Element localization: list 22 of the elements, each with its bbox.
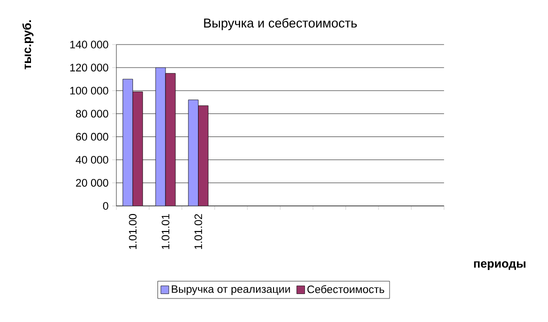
x-tick-label: 1.01.00 xyxy=(128,214,137,250)
bar xyxy=(188,100,198,206)
bar xyxy=(165,73,176,206)
y-tick-label: 120 000 xyxy=(70,64,108,72)
x-tick-label: 1.01.01 xyxy=(162,214,170,250)
legend-label: Выручка от реализации xyxy=(172,285,290,296)
bar xyxy=(122,79,133,206)
y-tick-label: 140 000 xyxy=(70,40,108,49)
y-tick-label: 60 000 xyxy=(76,133,108,141)
y-tick-label: 20 000 xyxy=(76,179,108,187)
y-tick-label: 100 000 xyxy=(70,86,108,95)
legend-label: Себестоимость xyxy=(307,285,384,294)
chart-title: Выручка и себестоимость xyxy=(204,18,357,30)
y-tick-label: 40 000 xyxy=(76,156,108,164)
bar xyxy=(132,92,143,206)
bar xyxy=(155,68,166,206)
x-axis-title: периоды xyxy=(474,261,526,270)
y-axis-title: тыс.руб. xyxy=(22,20,34,70)
x-tick-label: 1.01.02 xyxy=(194,214,202,250)
y-tick-label: 80 000 xyxy=(76,110,108,118)
y-tick-label: 0 xyxy=(103,202,108,210)
bar xyxy=(198,106,208,206)
